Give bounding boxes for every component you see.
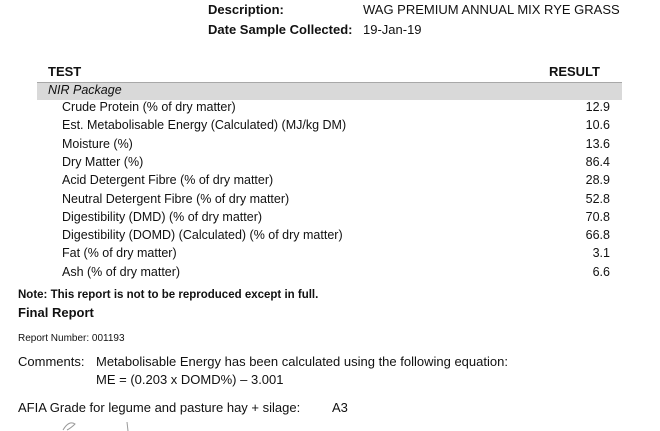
table-row: Acid Detergent Fibre (% of dry matter) 28… [62, 173, 610, 191]
table-row: Fat (% of dry matter) 3.1 [62, 246, 610, 264]
test-result: 6.6 [592, 264, 610, 279]
test-name: Dry Matter (%) [62, 154, 144, 169]
signature-mark [62, 421, 129, 431]
test-name: Acid Detergent Fibre (% of dry matter) [62, 173, 274, 188]
table-row: Est. Metabolisable Energy (Calculated) (… [62, 118, 610, 136]
test-result: 86.4 [585, 154, 610, 169]
description-value: WAG PREMIUM ANNUAL MIX RYE GRASS [363, 2, 620, 17]
date-label: Date Sample Collected: [208, 22, 353, 37]
test-name: Est. Metabolisable Energy (Calculated) (… [62, 118, 347, 133]
test-result: 28.9 [585, 173, 610, 188]
test-result: 3.1 [592, 246, 610, 261]
table-row: Digestibility (DOMD) (Calculated) (% of … [62, 228, 610, 246]
table-row: Dry Matter (%) 86.4 [62, 155, 610, 173]
col-test-header: TEST [48, 64, 82, 79]
package-name: NIR Package [48, 83, 122, 97]
test-name: Crude Protein (% of dry matter) [62, 100, 236, 114]
afia-label: AFIA Grade for legume and pasture hay + … [18, 400, 301, 415]
table-row: Crude Protein (% of dry matter) 12.9 [62, 100, 610, 118]
test-result: 52.8 [585, 191, 610, 206]
afia-value: A3 [332, 400, 348, 415]
equation: ME = (0.203 x DOMD%) – 3.001 [96, 372, 284, 387]
test-result: 12.9 [585, 100, 610, 114]
description-label: Description: [208, 2, 284, 17]
test-result: 70.8 [585, 209, 610, 224]
table-row: Neutral Detergent Fibre (% of dry matter… [62, 192, 610, 210]
table-row: Digestibility (DMD) (% of dry matter) 70.… [62, 210, 610, 228]
table-row: Moisture (%) 13.6 [62, 137, 610, 155]
test-name: Neutral Detergent Fibre (% of dry matter… [62, 191, 290, 206]
date-value: 19-Jan-19 [363, 22, 422, 37]
test-name: Ash (% of dry matter) [62, 264, 181, 279]
test-name: Digestibility (DMD) (% of dry matter) [62, 209, 263, 224]
col-result-header: RESULT [548, 64, 600, 79]
note: Note: This report is not to be reproduce… [18, 289, 319, 301]
test-result: 66.8 [585, 228, 610, 243]
test-name: Digestibility (DOMD) (Calculated) (% of … [62, 228, 343, 243]
package-band [37, 82, 622, 100]
test-name: Moisture (%) [62, 136, 133, 151]
table-row: Ash (% of dry matter) 6.6 [62, 265, 610, 283]
report-number: Report Number: 001193 [18, 333, 125, 344]
comments-text: Metabolisable Energy has been calculated… [96, 354, 508, 369]
final-report: Final Report [18, 305, 94, 320]
comments-label: Comments: [18, 354, 85, 369]
test-result: 13.6 [585, 136, 610, 151]
test-result: 10.6 [585, 118, 610, 133]
test-name: Fat (% of dry matter) [62, 246, 177, 261]
